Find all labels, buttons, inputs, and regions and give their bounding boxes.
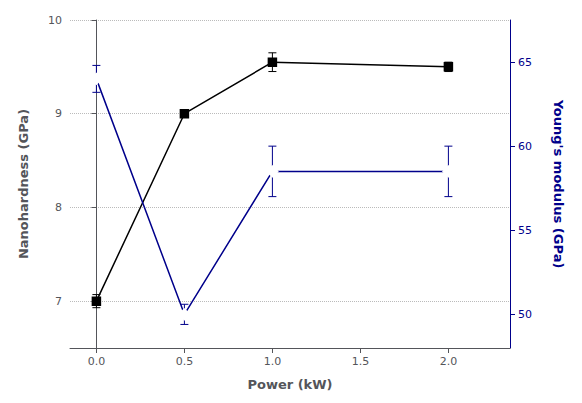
- svg-text:1.0: 1.0: [264, 355, 282, 368]
- svg-text:50: 50: [518, 308, 532, 321]
- svg-text:Young's modulus (GPa): Young's modulus (GPa): [551, 99, 566, 269]
- svg-text:2.0: 2.0: [440, 355, 458, 368]
- svg-text:Power (kW): Power (kW): [247, 377, 332, 392]
- svg-text:Nanohardness (GPa): Nanohardness (GPa): [16, 109, 31, 259]
- svg-text:65: 65: [518, 56, 532, 69]
- svg-text:0.0: 0.0: [88, 355, 106, 368]
- svg-text:60: 60: [518, 140, 532, 153]
- svg-text:8: 8: [55, 201, 62, 214]
- svg-text:10: 10: [48, 14, 62, 27]
- svg-text:7: 7: [55, 295, 62, 308]
- svg-text:9: 9: [55, 107, 62, 120]
- svg-text:0.5: 0.5: [176, 355, 194, 368]
- svg-text:55: 55: [518, 224, 532, 237]
- svg-text:1.5: 1.5: [352, 355, 370, 368]
